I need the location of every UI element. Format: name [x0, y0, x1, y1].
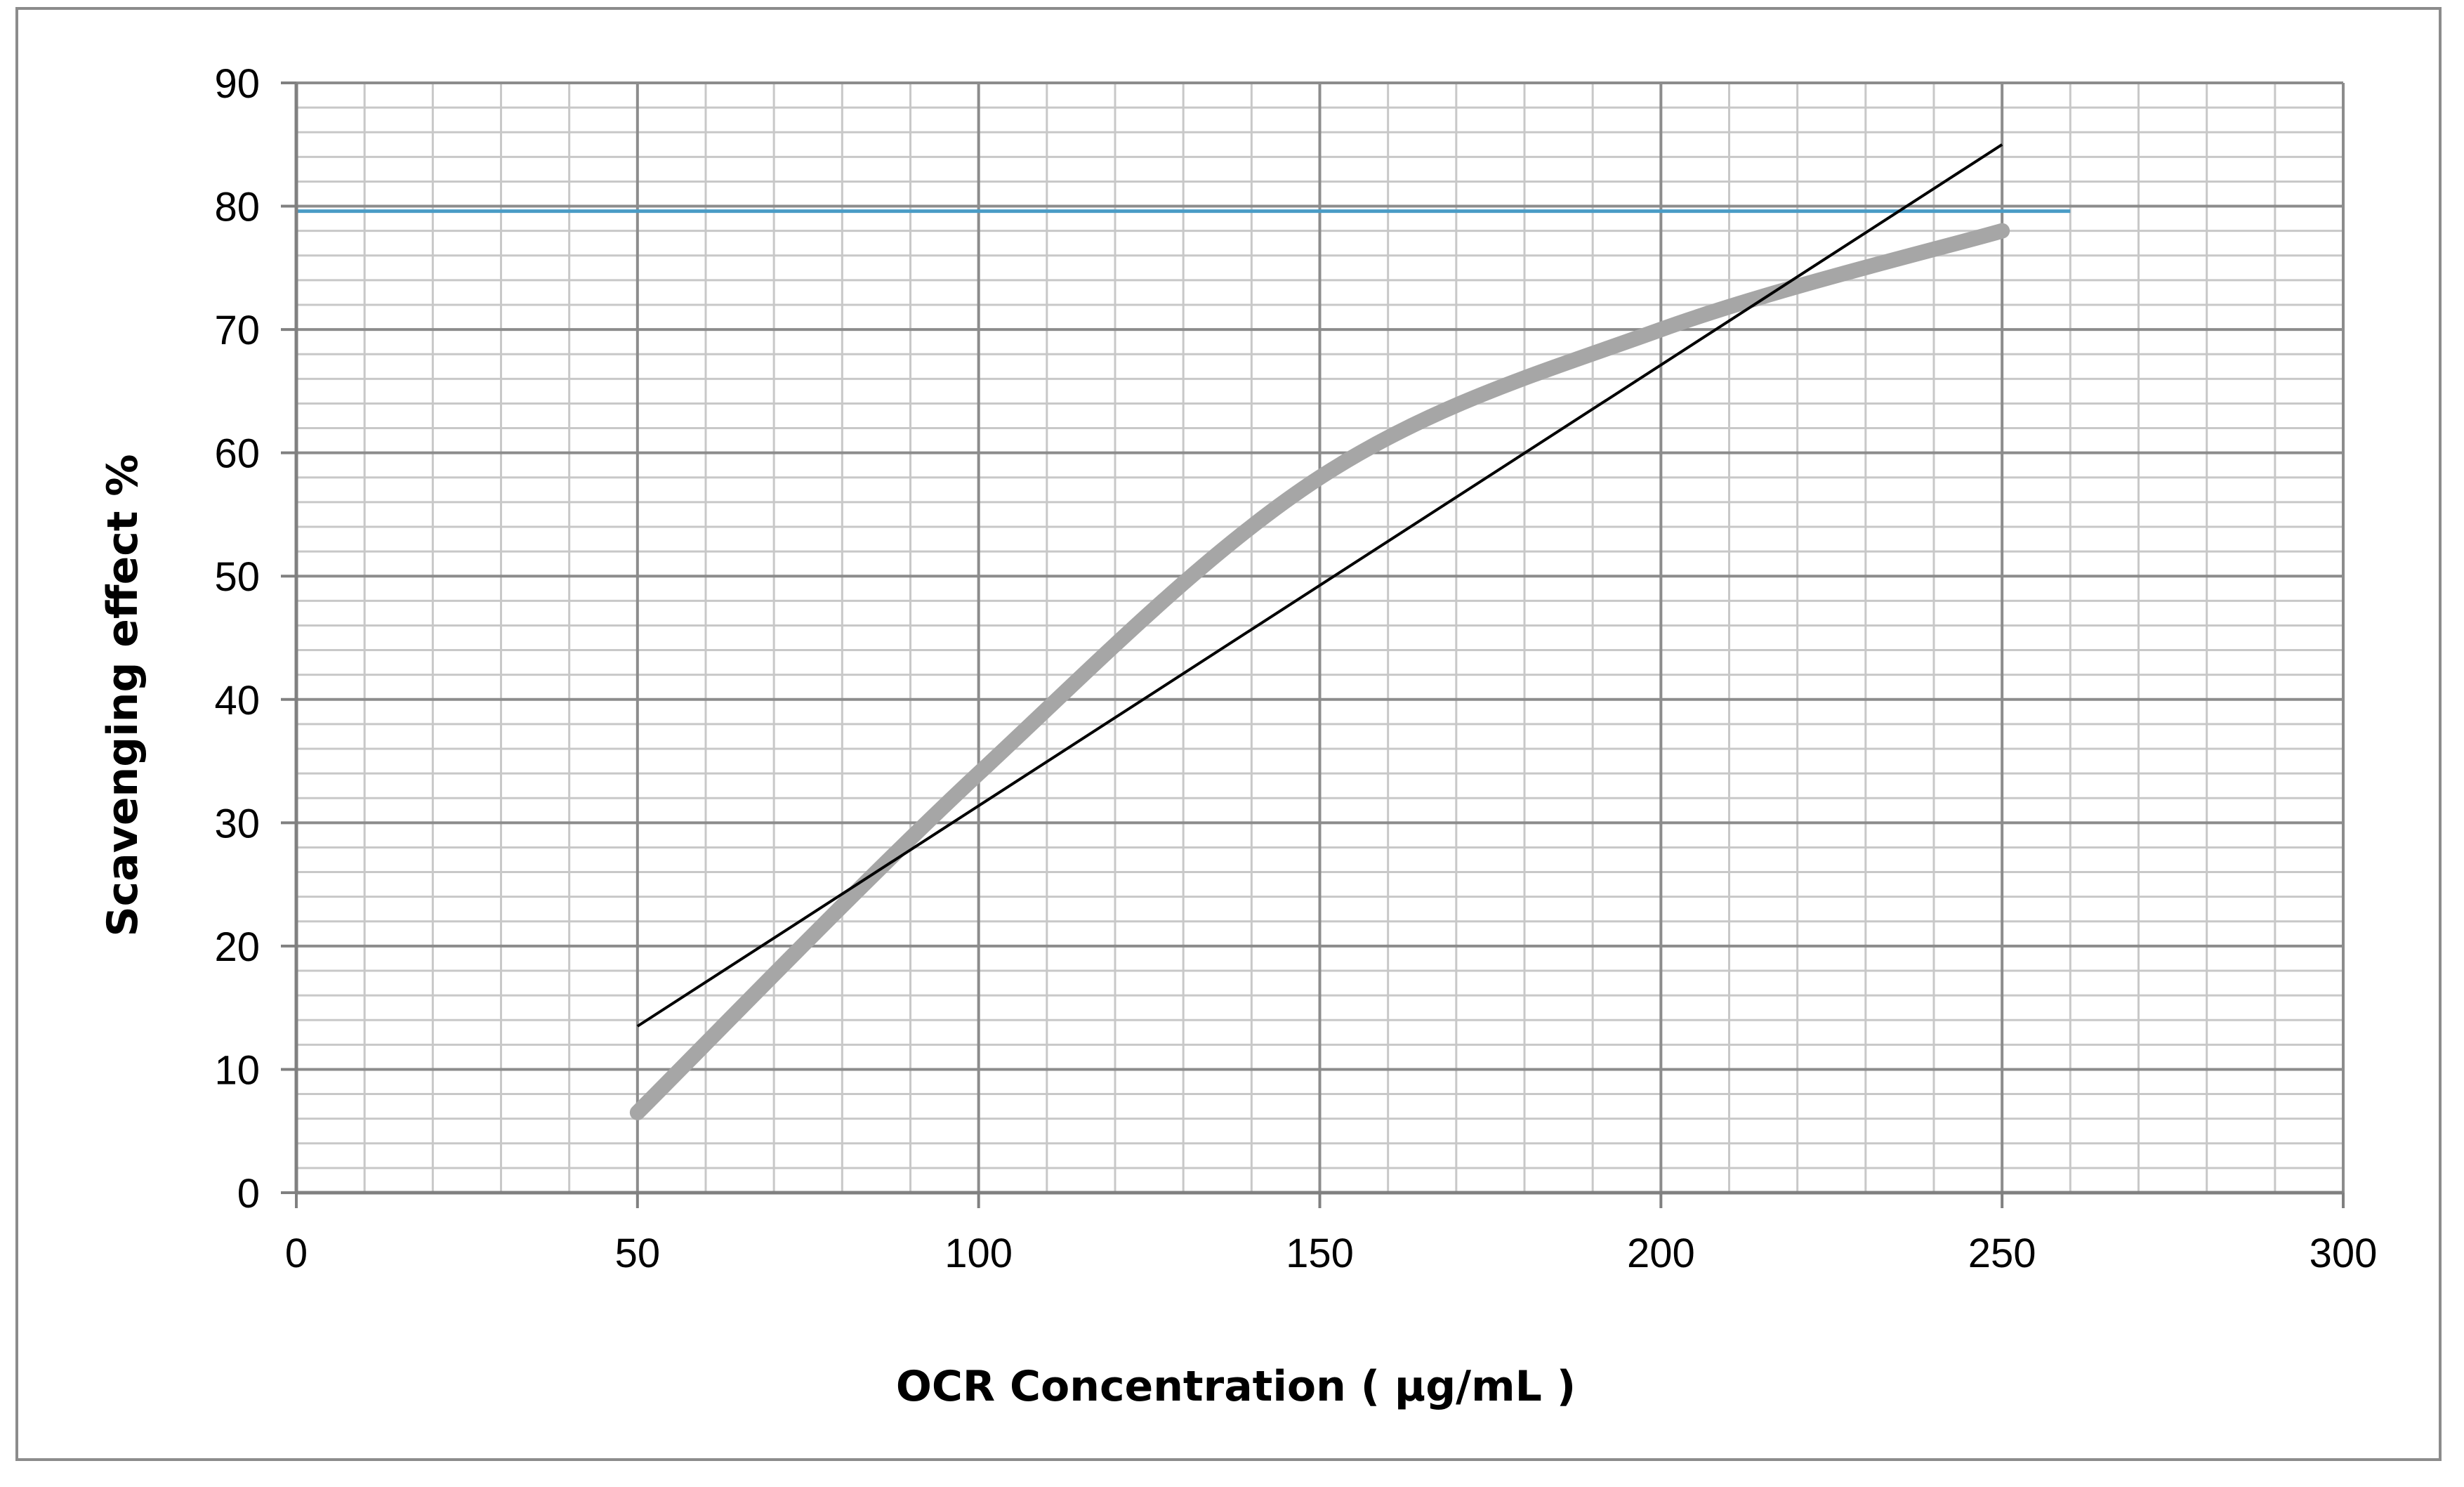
y-tick-label: 40: [214, 678, 260, 723]
y-axis-title: Scavenging effect %: [98, 454, 147, 936]
x-tick-label: 100: [944, 1231, 1013, 1276]
major-grid: [295, 81, 2345, 1194]
x-axis-title: OCR Concentration ( µg/mL ): [896, 1362, 1576, 1411]
x-axis-ticks: 0 50 100 150 200 250 300: [285, 1193, 2378, 1276]
y-tick-label: 10: [214, 1047, 260, 1093]
y-axis-ticks: 0 10 20 30 40 50 60 70 80 90: [214, 61, 296, 1217]
y-tick-label: 20: [214, 924, 260, 970]
x-tick-label: 200: [1627, 1231, 1695, 1276]
y-tick-label: 80: [214, 185, 260, 230]
series-line-linear-trendline: [636, 143, 2003, 1028]
y-tick-label: 50: [214, 554, 260, 600]
x-tick-label: 0: [285, 1231, 308, 1276]
y-tick-label: 70: [214, 308, 260, 353]
series-line-scavenging-effect: [629, 223, 2010, 1120]
series-layer: [629, 143, 2010, 1120]
y-tick-label: 60: [214, 431, 260, 477]
y-tick-label: 0: [237, 1171, 260, 1217]
x-tick-label: 250: [1968, 1231, 2036, 1276]
y-tick-label: 90: [214, 61, 260, 107]
x-tick-label: 50: [615, 1231, 661, 1276]
x-tick-label: 150: [1286, 1231, 1354, 1276]
x-tick-label: 300: [2310, 1231, 2378, 1276]
chart-frame: [15, 7, 2442, 1461]
y-tick-label: 30: [214, 801, 260, 846]
